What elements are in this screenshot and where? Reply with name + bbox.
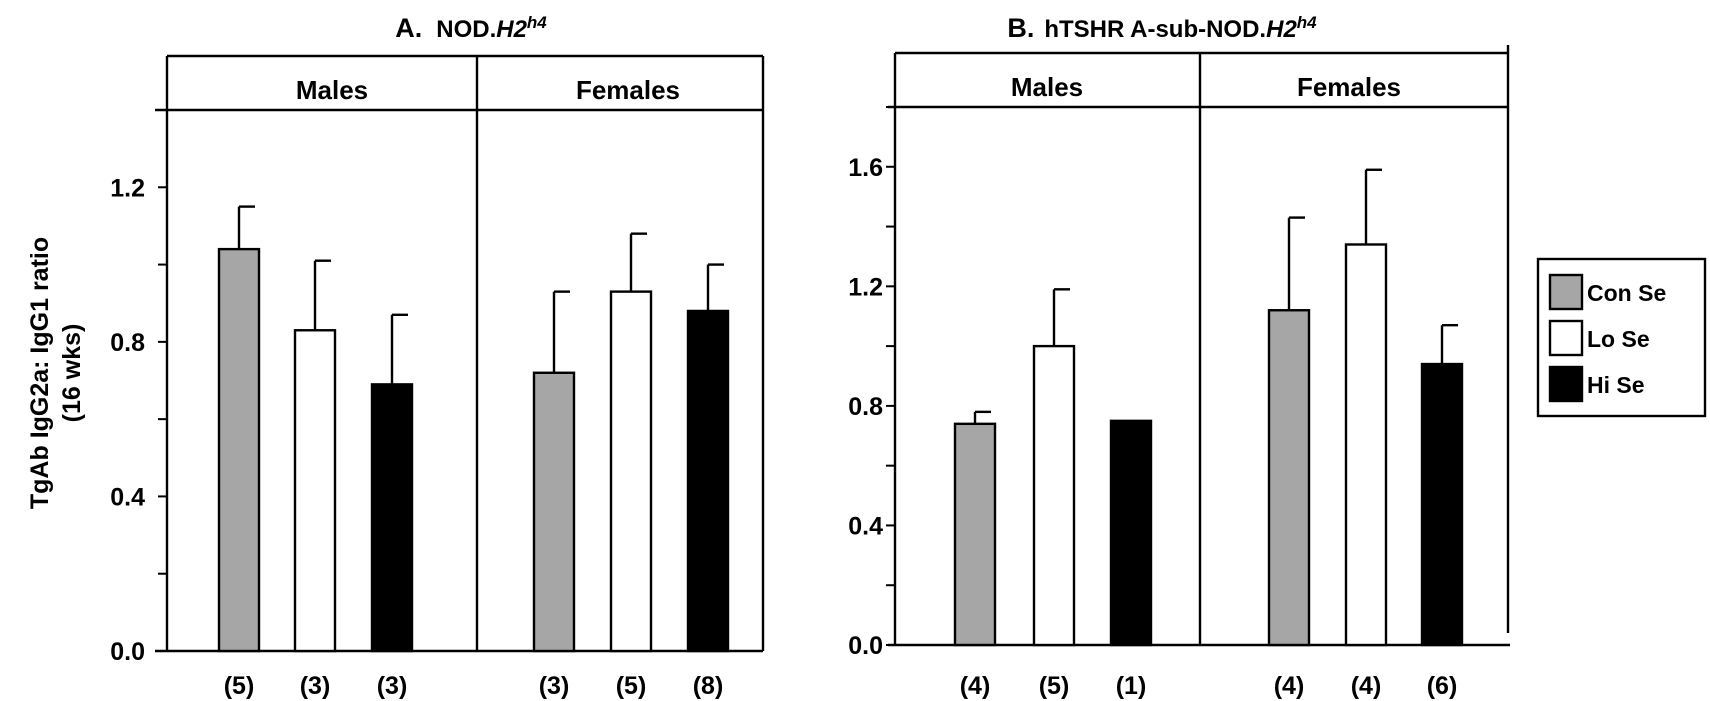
legend-swatch-lo-se [1548, 319, 1584, 357]
panel-a-y-tick-label: 1.2 [110, 174, 145, 202]
panel-b-n-label-males-lo-se: (5) [1039, 672, 1070, 700]
panel-b-bar-females-lo-se [1344, 243, 1388, 647]
panel-a-y-ticks: 0.0 0.4 0.8 1.2 [110, 109, 167, 666]
panel-b-n-label-males-hi-se: (1) [1116, 672, 1147, 700]
legend: Con Se Lo Se Hi Se [1536, 257, 1707, 418]
panel-b-bar-males-lo-se [1032, 344, 1076, 647]
legend-label-hi-se: Hi Se [1587, 372, 1645, 398]
y-axis-label-line1: TgAb IgG2a: IgG1 ratio [26, 237, 54, 509]
panel-b-n-label-males-con-se: (4) [960, 672, 991, 700]
panel-a-bar-males-lo-se [293, 329, 337, 653]
panel-b-n-label-females-hi-se: (6) [1427, 672, 1458, 700]
panel-b-y-tick-label: 1.6 [848, 154, 883, 182]
panel-b-bar-males-con-se [953, 422, 997, 647]
panel-b-bar-females-hi-se [1420, 362, 1464, 647]
panel-a-n-label-males-con-se: (5) [224, 672, 255, 700]
panel-b-y-tick-label: 1.2 [848, 273, 883, 301]
legend-swatch-con-se [1548, 273, 1584, 311]
panel-a-y-tick-label: 0.8 [110, 329, 145, 357]
panel-a-n-label-females-hi-se: (8) [693, 672, 724, 700]
panel-b: B. hTSHR A-sub-NOD.H2h4 Males Females 0.0… [848, 13, 1510, 700]
panel-b-n-label-females-lo-se: (4) [1351, 672, 1382, 700]
panel-b-bar-females-con-se [1267, 309, 1311, 647]
panel-a-bar-males-con-se [217, 247, 261, 653]
panel-a-n-label-males-hi-se: (3) [377, 672, 408, 700]
y-axis-label: TgAb IgG2a: IgG1 ratio (16 wks) [26, 237, 86, 509]
panel-a-bar-males-hi-se [370, 383, 414, 653]
panel-a-n-label-males-lo-se: (3) [300, 672, 331, 700]
panel-b-y-tick-label: 0.4 [848, 512, 883, 540]
panel-a-group-males: Males [296, 75, 368, 105]
panel-a-bar-females-lo-se [609, 290, 653, 653]
legend-label-con-se: Con Se [1587, 280, 1666, 306]
panel-a-title: A. NOD.H2h4 [395, 13, 547, 43]
panel-a-n-label-females-lo-se: (5) [616, 672, 647, 700]
panel-a-bars [217, 205, 730, 653]
panel-b-y-ticks: 0.0 0.4 0.8 1.2 1.6 [848, 106, 895, 660]
panel-a: A. NOD.H2h4 Males Females 0.0 0.4 0.8 1.2 (5… [110, 13, 765, 700]
panel-b-group-females: Females [1297, 72, 1401, 102]
panel-a-n-label-females-con-se: (3) [539, 672, 570, 700]
panel-b-y-tick-label: 0.0 [848, 632, 883, 660]
y-axis-label-line2: (16 wks) [58, 324, 86, 423]
panel-b-y-tick-label: 0.8 [848, 393, 883, 421]
panel-a-y-tick-label: 0.4 [110, 483, 145, 511]
legend-label-lo-se: Lo Se [1587, 326, 1650, 352]
legend-swatch-hi-se [1548, 365, 1584, 403]
panel-a-group-females: Females [576, 75, 680, 105]
panel-b-bar-males-hi-se [1109, 419, 1153, 647]
panel-a-n-labels: (5) (3) (3) (3) (5) (8) [224, 672, 724, 700]
panel-b-bars [953, 168, 1464, 647]
panel-b-n-label-females-con-se: (4) [1274, 672, 1305, 700]
panel-a-bar-females-hi-se [686, 309, 730, 653]
panel-b-title: B. hTSHR A-sub-NOD.H2h4 [1007, 13, 1317, 43]
panel-b-n-labels: (4) (5) (1) (4) (4) (6) [960, 672, 1458, 700]
panel-b-group-males: Males [1011, 72, 1083, 102]
panel-a-y-tick-label: 0.0 [110, 638, 145, 666]
panel-a-bar-females-con-se [532, 371, 576, 653]
